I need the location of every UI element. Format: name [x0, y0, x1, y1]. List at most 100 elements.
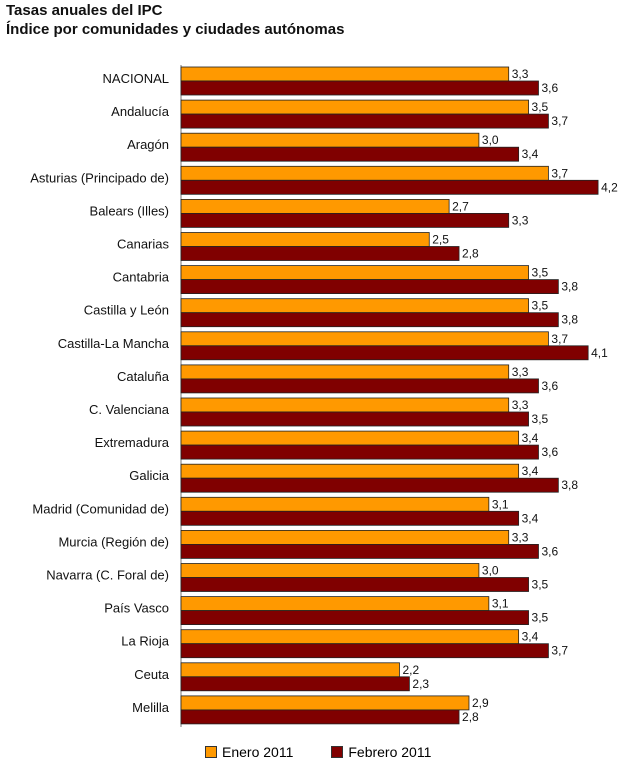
value-label-enero: 2,7 [452, 199, 469, 213]
bar-febrero [180, 411, 529, 427]
bar-febrero [180, 544, 539, 559]
bar-enero [180, 662, 400, 678]
category-label: C. Valenciana [89, 402, 170, 417]
category-label: Ceuta [134, 667, 169, 682]
legend-label-enero: Enero 2011 [222, 744, 294, 760]
chart-title: Tasas anuales del IPC [6, 2, 163, 19]
value-label-enero: 3,4 [522, 464, 539, 478]
bar-febrero [180, 643, 549, 659]
bar-febrero [180, 146, 520, 162]
category-label: Castilla y León [84, 303, 169, 318]
value-label-febrero: 3,6 [541, 544, 558, 558]
bar-febrero [180, 113, 549, 129]
bar-enero [180, 165, 549, 181]
bar-febrero [180, 279, 559, 295]
value-label-febrero: 3,5 [532, 578, 549, 592]
value-label-febrero: 3,6 [541, 445, 558, 459]
value-label-febrero: 3,3 [512, 213, 529, 227]
legend-item-enero: Enero 2011 [205, 744, 293, 760]
bar-febrero [180, 610, 529, 625]
bar-enero [180, 265, 529, 281]
bar-enero [180, 629, 520, 645]
value-label-enero: 3,3 [512, 398, 529, 412]
value-label-febrero: 4,1 [591, 346, 608, 360]
bar-enero [180, 298, 529, 314]
category-label: Aragón [127, 137, 169, 152]
chart-titles: Tasas anuales del IPC Índice por comunid… [6, 2, 344, 39]
bar-febrero [180, 179, 599, 195]
value-label-enero: 3,4 [522, 431, 539, 445]
value-label-enero: 3,3 [512, 530, 529, 544]
category-label: Murcia (Región de) [58, 534, 169, 549]
bar-febrero [180, 444, 539, 460]
bar-enero [180, 397, 510, 413]
bar-febrero [180, 312, 559, 328]
value-label-febrero: 2,3 [412, 677, 429, 691]
category-label: Cantabria [113, 270, 170, 285]
bar-enero [180, 563, 480, 578]
value-label-febrero: 2,8 [462, 710, 479, 724]
bar-febrero [180, 378, 539, 394]
bar-chart: NACIONAL 3,3 3,6 Andalucía 3,5 3,7 Aragón 3,0 3,… [30, 65, 618, 727]
value-label-enero: 2,2 [402, 663, 419, 677]
bar-enero [180, 331, 549, 347]
value-label-febrero: 3,4 [522, 147, 539, 161]
bar-enero [180, 496, 490, 512]
bar-enero [180, 232, 430, 247]
value-label-enero: 3,5 [532, 299, 549, 313]
bar-febrero [180, 676, 410, 692]
category-label: Cataluña [117, 369, 170, 384]
value-label-febrero: 3,7 [551, 114, 568, 128]
bar-febrero [180, 709, 460, 725]
value-label-febrero: 3,7 [551, 644, 568, 658]
value-label-febrero: 2,8 [462, 247, 479, 261]
bar-febrero [180, 246, 460, 261]
category-label: Madrid (Comunidad de) [32, 501, 169, 516]
bar-enero [180, 530, 510, 545]
value-label-enero: 2,9 [472, 696, 489, 710]
category-label: Extremadura [95, 435, 170, 450]
bar-enero [180, 463, 520, 479]
value-label-enero: 3,7 [551, 332, 568, 346]
bar-febrero [180, 345, 589, 361]
value-label-enero: 3,4 [522, 630, 539, 644]
value-label-febrero: 3,6 [541, 81, 558, 95]
legend-item-febrero: Febrero 2011 [331, 744, 431, 760]
value-label-enero: 3,0 [482, 133, 499, 147]
value-label-enero: 3,1 [492, 597, 509, 611]
value-label-febrero: 3,8 [561, 280, 578, 294]
value-label-febrero: 4,2 [601, 180, 618, 194]
category-label: Asturias (Principado de) [30, 170, 169, 185]
category-label: Galicia [129, 468, 170, 483]
bar-febrero [180, 577, 529, 592]
category-label: La Rioja [121, 634, 169, 649]
category-label: Navarra (C. Foral de) [46, 568, 169, 583]
legend-label-febrero: Febrero 2011 [348, 744, 432, 760]
bar-enero [180, 66, 510, 82]
value-label-febrero: 3,8 [561, 313, 578, 327]
value-label-febrero: 3,6 [541, 379, 558, 393]
value-label-enero: 2,5 [432, 233, 449, 247]
value-label-enero: 3,0 [482, 564, 499, 578]
bar-febrero [180, 477, 559, 493]
category-label: País Vasco [104, 601, 169, 616]
category-label: Melilla [132, 700, 170, 715]
value-label-febrero: 3,5 [532, 412, 549, 426]
value-label-febrero: 3,8 [561, 478, 578, 492]
category-label: Andalucía [111, 104, 170, 119]
bar-enero [180, 198, 450, 214]
category-label: NACIONAL [103, 71, 169, 86]
value-label-enero: 3,3 [512, 365, 529, 379]
bar-enero [180, 430, 520, 446]
value-label-enero: 3,3 [512, 67, 529, 81]
bar-enero [180, 364, 510, 380]
category-label: Canarias [117, 237, 170, 252]
value-label-enero: 3,7 [551, 166, 568, 180]
bar-enero [180, 132, 480, 148]
chart-subtitle: Índice por comunidades y ciudades autóno… [6, 21, 345, 38]
value-label-enero: 3,5 [532, 266, 549, 280]
legend-swatch-enero [205, 746, 217, 758]
value-label-febrero: 3,4 [522, 511, 539, 525]
bar-febrero [180, 80, 539, 96]
legend: Enero 2011 Febrero 2011 [205, 744, 469, 760]
